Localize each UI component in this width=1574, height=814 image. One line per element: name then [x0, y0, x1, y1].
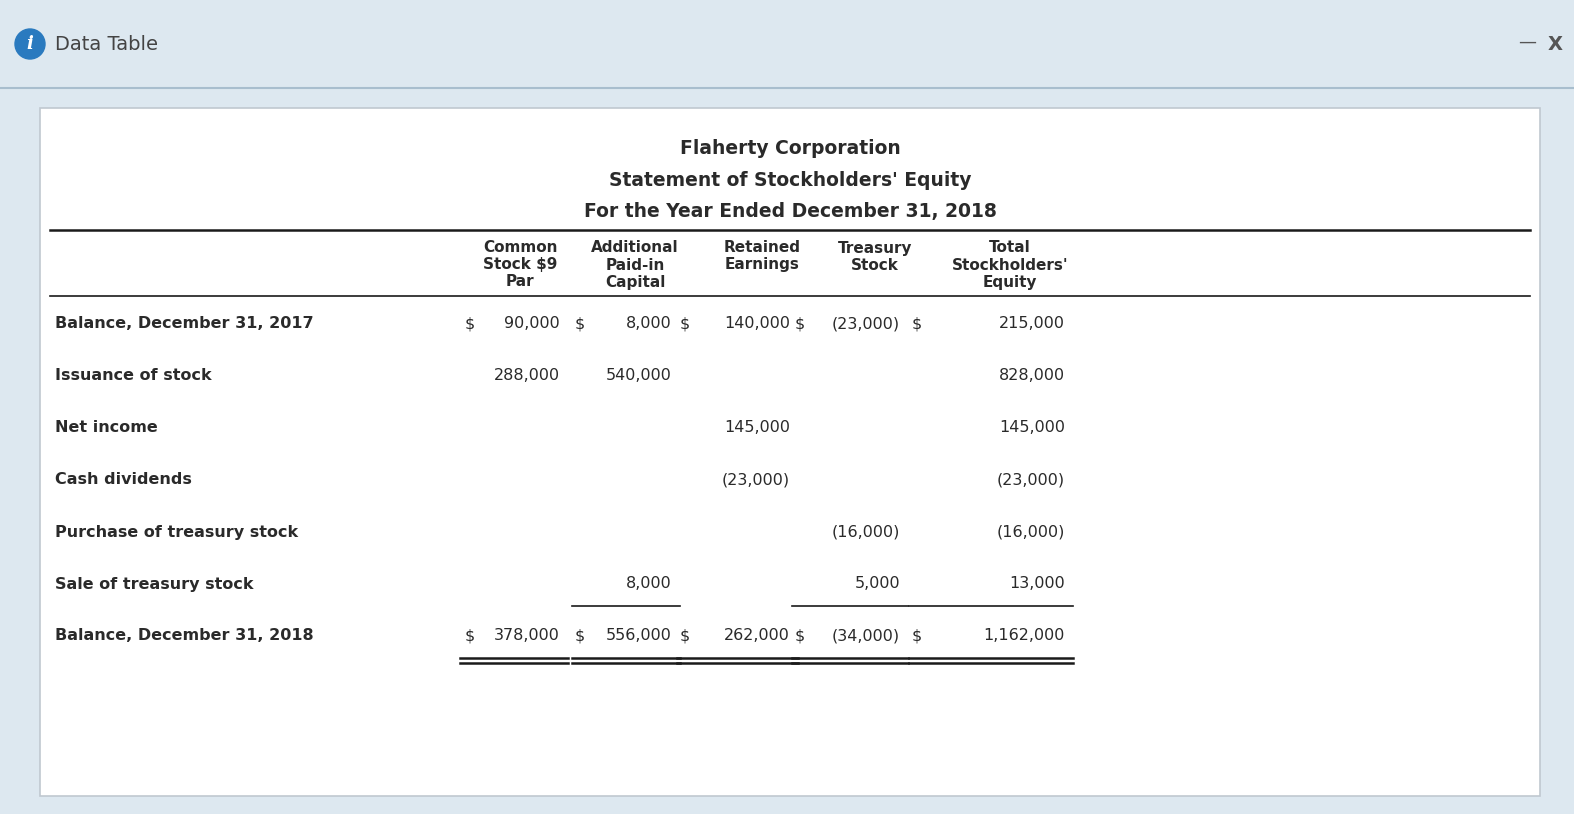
Text: Paid-in: Paid-in	[606, 257, 664, 273]
Text: Retained: Retained	[724, 240, 801, 256]
Text: 378,000: 378,000	[494, 628, 560, 644]
Text: Purchase of treasury stock: Purchase of treasury stock	[55, 524, 297, 540]
Text: 262,000: 262,000	[724, 628, 790, 644]
Text: Common: Common	[483, 240, 557, 256]
Text: Statement of Stockholders' Equity: Statement of Stockholders' Equity	[609, 170, 971, 190]
Text: $: $	[464, 628, 475, 644]
Text: Stock $9: Stock $9	[483, 257, 557, 273]
Bar	[0, 0, 1574, 88]
Circle shape	[16, 29, 46, 59]
Text: i: i	[27, 35, 33, 53]
Text: $: $	[795, 628, 806, 644]
Text: $: $	[911, 317, 922, 331]
Text: 288,000: 288,000	[494, 369, 560, 383]
Text: 828,000: 828,000	[999, 369, 1066, 383]
Text: Flaherty Corporation: Flaherty Corporation	[680, 138, 900, 157]
Text: Sale of treasury stock: Sale of treasury stock	[55, 576, 253, 592]
Text: 90,000: 90,000	[504, 317, 560, 331]
Text: (16,000): (16,000)	[831, 524, 900, 540]
Text: (16,000): (16,000)	[996, 524, 1066, 540]
Text: 8,000: 8,000	[626, 317, 672, 331]
Text: 13,000: 13,000	[1009, 576, 1066, 592]
Text: 540,000: 540,000	[606, 369, 672, 383]
Text: Equity: Equity	[982, 274, 1037, 290]
Text: Net income: Net income	[55, 421, 157, 435]
Text: $: $	[680, 628, 691, 644]
Text: Capital: Capital	[604, 274, 666, 290]
Text: —: —	[1517, 33, 1536, 51]
Text: Earnings: Earnings	[724, 257, 800, 273]
Text: Issuance of stock: Issuance of stock	[55, 369, 211, 383]
Text: $: $	[464, 317, 475, 331]
Text: 8,000: 8,000	[626, 576, 672, 592]
Text: 145,000: 145,000	[724, 421, 790, 435]
Text: Additional: Additional	[592, 240, 678, 256]
Text: (23,000): (23,000)	[996, 472, 1066, 488]
Text: (34,000): (34,000)	[833, 628, 900, 644]
Text: Balance, December 31, 2018: Balance, December 31, 2018	[55, 628, 313, 644]
Text: Par: Par	[505, 274, 534, 290]
Text: Cash dividends: Cash dividends	[55, 472, 192, 488]
Text: $: $	[575, 628, 586, 644]
Text: 5,000: 5,000	[855, 576, 900, 592]
Text: Stockholders': Stockholders'	[952, 257, 1069, 273]
Text: $: $	[911, 628, 922, 644]
Text: 556,000: 556,000	[606, 628, 672, 644]
Text: Treasury: Treasury	[837, 240, 913, 256]
Text: $: $	[795, 317, 806, 331]
Bar	[39, 108, 1539, 796]
Text: For the Year Ended December 31, 2018: For the Year Ended December 31, 2018	[584, 203, 996, 221]
Text: (23,000): (23,000)	[722, 472, 790, 488]
Text: X: X	[1547, 34, 1563, 54]
Text: Data Table: Data Table	[55, 34, 157, 54]
Text: Total: Total	[988, 240, 1031, 256]
Text: 140,000: 140,000	[724, 317, 790, 331]
Text: Stock: Stock	[852, 257, 899, 273]
Text: $: $	[575, 317, 586, 331]
Text: Balance, December 31, 2017: Balance, December 31, 2017	[55, 317, 313, 331]
Text: (23,000): (23,000)	[833, 317, 900, 331]
Text: 1,162,000: 1,162,000	[984, 628, 1066, 644]
Text: 145,000: 145,000	[999, 421, 1066, 435]
Text: $: $	[680, 317, 691, 331]
Text: 215,000: 215,000	[999, 317, 1066, 331]
